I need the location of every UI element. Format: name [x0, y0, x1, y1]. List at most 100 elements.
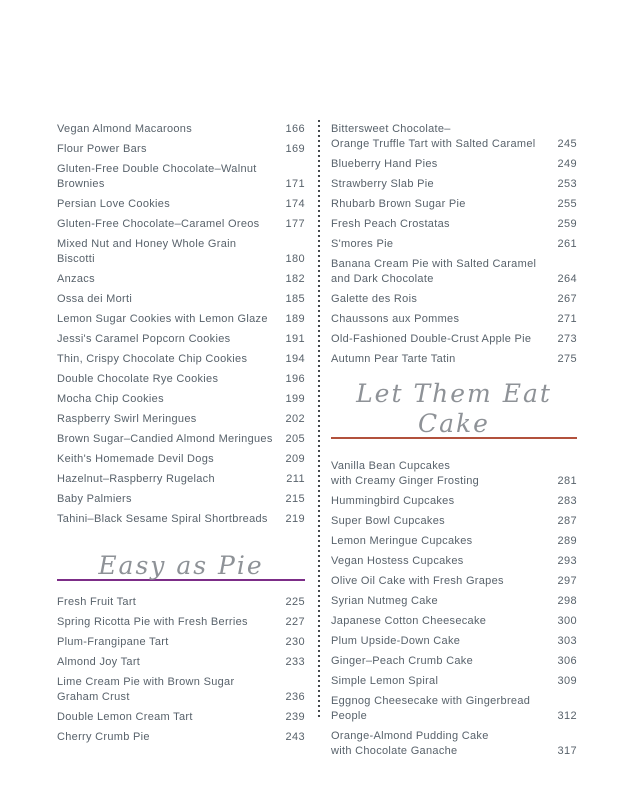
- toc-columns: Vegan Almond Macaroons 166 Flour Power B…: [57, 120, 578, 764]
- toc-entry: Spring Ricotta Pie with Fresh Berries 22…: [57, 615, 305, 630]
- page-number: 267: [557, 293, 577, 305]
- toc-entry: Olive Oil Cake with Fresh Grapes 297: [331, 574, 577, 589]
- toc-entry: Persian Love Cookies 174: [57, 197, 305, 212]
- toc-entry: Banana Cream Pie with Salted Caramel and…: [331, 257, 577, 287]
- page-number: 185: [285, 293, 305, 305]
- recipe-name: S'mores Pie: [331, 238, 394, 250]
- toc-entry: Blueberry Hand Pies 249: [331, 157, 577, 172]
- recipe-name: Flour Power Bars: [57, 143, 147, 155]
- toc-entry: Baby Palmiers 215: [57, 492, 305, 507]
- right-column: Bittersweet Chocolate– Orange Truffle Ta…: [331, 122, 577, 764]
- toc-entry: Galette des Rois 267: [331, 292, 577, 307]
- recipe-name: Double Chocolate Rye Cookies: [57, 373, 219, 385]
- toc-entry: Plum-Frangipane Tart 230: [57, 635, 305, 650]
- recipe-name: Lemon Sugar Cookies with Lemon Glaze: [57, 313, 268, 325]
- page-number: 219: [285, 513, 305, 525]
- page-number: 171: [285, 178, 305, 190]
- page-number: 205: [285, 433, 305, 445]
- page-number: 199: [285, 393, 305, 405]
- recipe-name: Strawberry Slab Pie: [331, 178, 434, 190]
- toc-entry: Old-Fashioned Double-Crust Apple Pie 273: [331, 332, 577, 347]
- page-number: 275: [557, 353, 577, 365]
- recipe-name: Ginger–Peach Crumb Cake: [331, 655, 474, 667]
- page-number: 177: [285, 218, 305, 230]
- page-number: 281: [557, 475, 577, 487]
- recipe-name: Brown Sugar–Candied Almond Meringues: [57, 433, 273, 445]
- page-number: 261: [557, 238, 577, 250]
- recipe-name: Spring Ricotta Pie with Fresh Berries: [57, 616, 248, 628]
- recipe-name: Vegan Hostess Cupcakes: [331, 555, 464, 567]
- recipe-name: Orange-Almond Pudding Cake with Chocolat…: [331, 730, 489, 757]
- toc-entry: Mocha Chip Cookies 199: [57, 392, 305, 407]
- page-number: 194: [285, 353, 305, 365]
- toc-entry: Flour Power Bars 169: [57, 142, 305, 157]
- recipe-name: Plum-Frangipane Tart: [57, 636, 169, 648]
- recipe-name: Lemon Meringue Cupcakes: [331, 535, 473, 547]
- recipe-name: Cherry Crumb Pie: [57, 731, 150, 743]
- recipe-name: Gluten-Free Double Chocolate–Walnut Brow…: [57, 163, 257, 190]
- recipe-name: Double Lemon Cream Tart: [57, 711, 193, 723]
- recipe-name: Olive Oil Cake with Fresh Grapes: [331, 575, 504, 587]
- page-number: 196: [285, 373, 305, 385]
- page-number: 309: [557, 675, 577, 687]
- recipe-name: Rhubarb Brown Sugar Pie: [331, 198, 466, 210]
- recipe-name: Super Bowl Cupcakes: [331, 515, 445, 527]
- page-number: 245: [557, 138, 577, 150]
- page-number: 312: [557, 710, 577, 722]
- page-number: 233: [285, 656, 305, 668]
- page-number: 202: [285, 413, 305, 425]
- toc-entry: Lemon Sugar Cookies with Lemon Glaze 189: [57, 312, 305, 327]
- recipe-name: Thin, Crispy Chocolate Chip Cookies: [57, 353, 248, 365]
- toc-entry: Ossa dei Morti 185: [57, 292, 305, 307]
- toc-entry: Mixed Nut and Honey Whole Grain Biscotti…: [57, 237, 305, 267]
- page-number: 182: [285, 273, 305, 285]
- toc-entry: Chaussons aux Pommes 271: [331, 312, 577, 327]
- page-number: 209: [285, 453, 305, 465]
- toc-entry: Plum Upside-Down Cake 303: [331, 634, 577, 649]
- toc-entry: Simple Lemon Spiral 309: [331, 674, 577, 689]
- page-number: 236: [285, 691, 305, 703]
- toc-entry: Orange-Almond Pudding Cake with Chocolat…: [331, 729, 577, 759]
- recipe-name: Syrian Nutmeg Cake: [331, 595, 438, 607]
- section-title: Easy as Pie: [98, 551, 264, 580]
- page-number: 298: [557, 595, 577, 607]
- page-number: 249: [557, 158, 577, 170]
- page-number: 230: [285, 636, 305, 648]
- recipe-name: Tahini–Black Sesame Spiral Shortbreads: [57, 513, 268, 525]
- recipe-name: Japanese Cotton Cheesecake: [331, 615, 487, 627]
- toc-entry: Vanilla Bean Cupcakes with Creamy Ginger…: [331, 459, 577, 489]
- toc-entry: S'mores Pie 261: [331, 237, 577, 252]
- toc-entry: Hummingbird Cupcakes 283: [331, 494, 577, 509]
- toc-entry: Double Lemon Cream Tart 239: [57, 710, 305, 725]
- page-number: 297: [557, 575, 577, 587]
- toc-entry: Raspberry Swirl Meringues 202: [57, 412, 305, 427]
- page-number: 169: [285, 143, 305, 155]
- page-number: 239: [285, 711, 305, 723]
- page-number: 317: [557, 745, 577, 757]
- toc-entry: Almond Joy Tart 233: [57, 655, 305, 670]
- page-number: 174: [285, 198, 305, 210]
- page-number: 293: [557, 555, 577, 567]
- section-header: Let Them Eat Cake: [331, 379, 577, 439]
- toc-entry: Japanese Cotton Cheesecake 300: [331, 614, 577, 629]
- toc-entry: Syrian Nutmeg Cake 298: [331, 594, 577, 609]
- page-number: 273: [557, 333, 577, 345]
- toc-entry: Vegan Almond Macaroons 166: [57, 122, 305, 137]
- page-number: 225: [285, 596, 305, 608]
- toc-entry: Autumn Pear Tarte Tatin 275: [331, 352, 577, 367]
- recipe-name: Fresh Fruit Tart: [57, 596, 137, 608]
- toc-entry: Lime Cream Pie with Brown Sugar Graham C…: [57, 675, 305, 705]
- toc-entry: Vegan Hostess Cupcakes 293: [331, 554, 577, 569]
- toc-entry: Hazelnut–Raspberry Rugelach 211: [57, 472, 305, 487]
- recipe-name: Eggnog Cheesecake with Gingerbread Peopl…: [331, 695, 531, 722]
- recipe-name: Banana Cream Pie with Salted Caramel and…: [331, 258, 537, 285]
- recipe-name: Autumn Pear Tarte Tatin: [331, 353, 456, 365]
- page-number: 283: [557, 495, 577, 507]
- toc-entry: Brown Sugar–Candied Almond Meringues 205: [57, 432, 305, 447]
- page-number: 227: [285, 616, 305, 628]
- page-number: 253: [557, 178, 577, 190]
- recipe-name: Chaussons aux Pommes: [331, 313, 460, 325]
- toc-entry: Strawberry Slab Pie 253: [331, 177, 577, 192]
- recipe-name: Hummingbird Cupcakes: [331, 495, 455, 507]
- recipe-name: Keith's Homemade Devil Dogs: [57, 453, 214, 465]
